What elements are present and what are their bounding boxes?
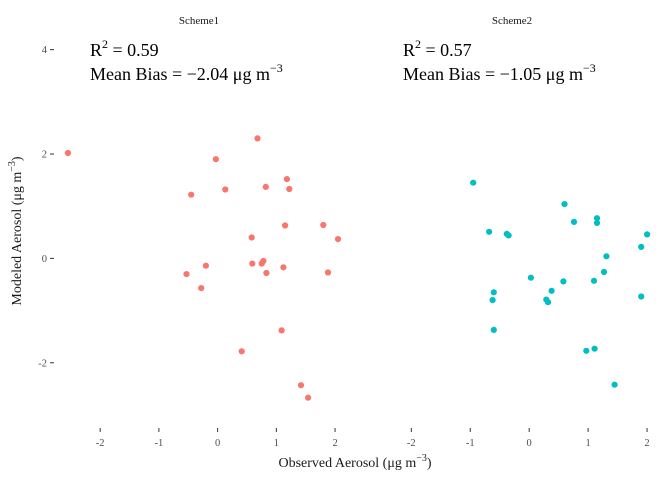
data-point <box>222 186 229 193</box>
data-point <box>212 156 219 163</box>
panel-title-scheme2: Scheme2 <box>492 15 532 27</box>
data-point <box>560 278 567 285</box>
data-point <box>263 269 270 277</box>
data-point <box>570 218 578 225</box>
data-point <box>305 394 312 401</box>
bias-annotation: Mean Bias = −1.05 μg m−3 <box>403 61 596 84</box>
data-point <box>202 262 209 269</box>
data-point <box>548 287 555 294</box>
x-tick-label: -1 <box>155 438 164 449</box>
data-point <box>527 274 535 281</box>
x-tick-label: 2 <box>332 438 337 449</box>
data-point <box>583 347 590 354</box>
data-point <box>324 269 332 276</box>
y-tick-label: -2 <box>38 358 47 369</box>
data-point <box>593 215 601 222</box>
r2-annotation: R2 = 0.59 <box>90 37 159 60</box>
y-axis: -2 0 2 4 <box>38 45 54 369</box>
data-point <box>280 264 287 271</box>
data-point <box>248 234 255 241</box>
data-point <box>238 348 245 355</box>
data-point <box>286 185 293 193</box>
data-point <box>486 228 493 235</box>
data-point <box>603 253 610 260</box>
data-point <box>544 299 552 306</box>
points-scheme2 <box>470 179 651 388</box>
data-point <box>282 222 289 229</box>
data-point <box>644 231 651 238</box>
data-point <box>490 326 497 333</box>
data-point <box>600 268 608 276</box>
data-point <box>262 183 269 190</box>
y-axis-title: Modeled Aerosol (μg m−3) <box>7 156 25 306</box>
data-point <box>593 219 601 226</box>
x-tick-label: 0 <box>527 438 532 449</box>
data-point <box>258 260 265 267</box>
data-point <box>297 382 305 389</box>
r2-annotation: R2 = 0.57 <box>403 37 472 60</box>
data-point <box>590 277 598 284</box>
x-tick-label: 1 <box>585 438 590 449</box>
data-point <box>188 191 195 198</box>
data-point <box>470 179 477 186</box>
data-point <box>183 271 190 278</box>
data-point <box>254 135 261 142</box>
data-point <box>283 176 290 183</box>
data-point <box>334 236 342 243</box>
data-point <box>278 327 285 334</box>
y-tick-label: 2 <box>42 150 47 161</box>
y-tick-label: 0 <box>42 254 47 265</box>
data-point <box>489 297 496 304</box>
data-point <box>638 243 645 250</box>
data-point <box>505 232 512 239</box>
x-tick-label: 2 <box>644 438 649 449</box>
data-point <box>490 289 497 296</box>
panel-title-scheme1: Scheme1 <box>179 15 219 27</box>
x-axis-scheme1: -2 -1 0 1 2 <box>96 428 338 449</box>
data-point <box>249 260 256 267</box>
x-axis-scheme2: -2 -1 0 1 2 <box>407 428 650 449</box>
data-point <box>320 221 327 229</box>
data-point <box>64 149 71 157</box>
x-tick-label: -1 <box>466 438 475 449</box>
data-point <box>638 293 645 300</box>
x-tick-label: 0 <box>215 438 220 449</box>
x-tick-label: -2 <box>96 438 105 449</box>
data-point <box>198 285 205 292</box>
data-point <box>561 201 568 208</box>
x-tick-label: 1 <box>274 438 279 449</box>
data-point <box>591 345 598 352</box>
bias-annotation: Mean Bias = −2.04 μg m−3 <box>90 61 283 84</box>
x-axis-title: Observed Aerosol (μg m−3) <box>278 453 431 471</box>
y-tick-label: 4 <box>42 45 48 56</box>
x-tick-label: -2 <box>407 438 416 449</box>
data-point <box>611 381 618 388</box>
points-scheme1 <box>64 135 342 401</box>
